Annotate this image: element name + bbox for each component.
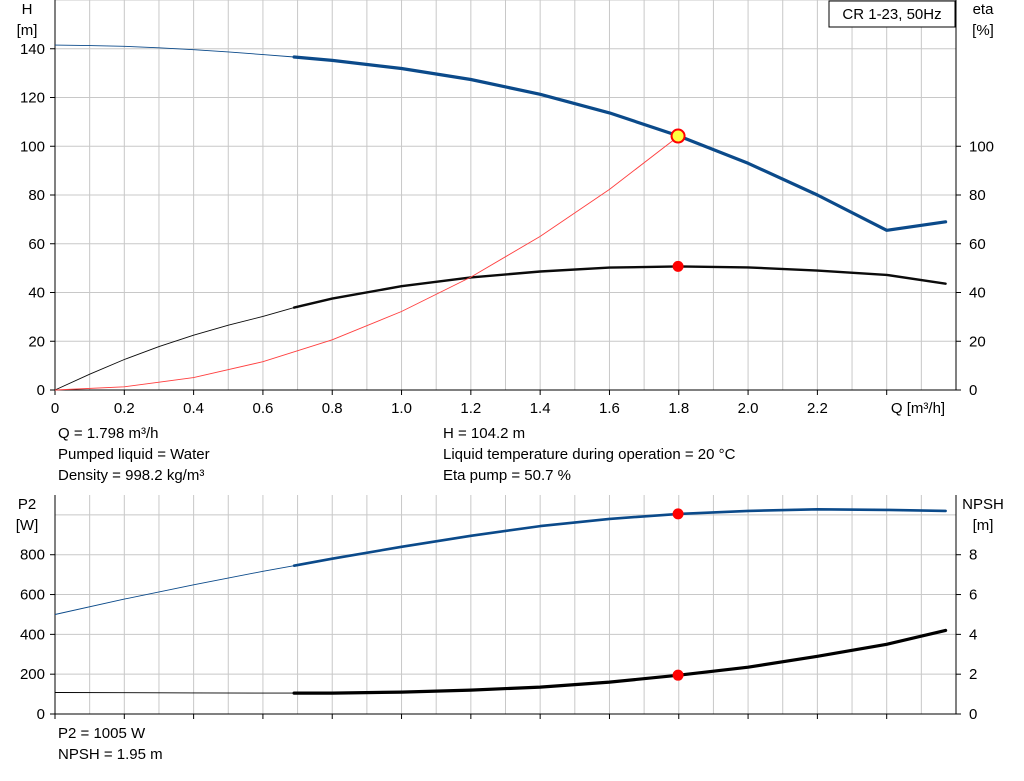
pumped-liquid-readout: Pumped liquid = Water xyxy=(58,446,210,463)
y-tick-label-left: 80 xyxy=(28,187,45,204)
system-curve-curve-extended xyxy=(54,135,680,391)
y-tick-label-right: 20 xyxy=(969,333,986,350)
y-axis-title-right: eta xyxy=(973,1,995,18)
npsh-curve xyxy=(292,628,948,695)
eta-curve-extended xyxy=(54,307,295,391)
y-tick-label-left: 20 xyxy=(28,333,45,350)
y-axis-title-right: NPSH xyxy=(962,496,1004,513)
y-axis-title-left: H xyxy=(22,1,33,18)
eta-pump-readout: Eta pump = 50.7 % xyxy=(443,467,571,484)
x-tick-label: 1.0 xyxy=(391,400,412,417)
npsh-readout: NPSH = 1.95 m xyxy=(58,746,163,763)
head-readout: H = 104.2 m xyxy=(443,425,526,442)
h-curve-extended xyxy=(54,44,295,58)
x-tick-label: 0 xyxy=(51,400,59,417)
y-tick-label-left: 800 xyxy=(20,547,45,564)
x-tick-label: 1.2 xyxy=(460,400,481,417)
y-tick-label-right: 0 xyxy=(969,706,977,723)
flow-readout: Q = 1.798 m³/h xyxy=(58,425,159,442)
y-axis-unit-left: [m] xyxy=(17,22,38,39)
y-tick-label-right: 40 xyxy=(969,285,986,302)
x-tick-label: 1.4 xyxy=(530,400,551,417)
p2-curve-extended xyxy=(54,565,295,615)
duty-point-p2 xyxy=(672,508,684,520)
x-tick-label: 1.6 xyxy=(599,400,620,417)
x-tick-label: 0.2 xyxy=(114,400,135,417)
y-tick-label-left: 0 xyxy=(37,706,45,723)
y-tick-label-left: 60 xyxy=(28,236,45,253)
y-tick-label-right: 60 xyxy=(969,236,986,253)
x-tick-label: 0.4 xyxy=(183,400,204,417)
y-tick-label-right: 100 xyxy=(969,138,994,155)
x-tick-label: 0.6 xyxy=(252,400,273,417)
x-tick-label: 1.8 xyxy=(668,400,689,417)
y-tick-label-right: 0 xyxy=(969,382,977,399)
y-tick-label-left: 120 xyxy=(20,90,45,107)
x-tick-label: 2.0 xyxy=(738,400,759,417)
duty-point-eta xyxy=(672,260,684,272)
y-tick-label-right: 2 xyxy=(969,666,977,683)
y-axis-unit-left: [W] xyxy=(16,517,39,534)
p2-readout: P2 = 1005 W xyxy=(58,725,146,742)
p2-curve xyxy=(292,508,947,567)
y-axis-unit-right: [%] xyxy=(972,22,994,39)
y-tick-label-left: 100 xyxy=(20,138,45,155)
y-axis-title-left: P2 xyxy=(18,496,36,513)
y-tick-label-right: 80 xyxy=(969,187,986,204)
x-axis-label: Q [m³/h] xyxy=(891,400,945,417)
chart-title: CR 1-23, 50Hz xyxy=(842,6,941,23)
y-tick-label-right: 6 xyxy=(969,587,977,604)
duty-point-npsh xyxy=(672,669,684,681)
y-tick-label-left: 600 xyxy=(20,587,45,604)
npsh-curve-extended xyxy=(54,692,295,694)
liquid-temperature-readout: Liquid temperature during operation = 20… xyxy=(443,446,736,463)
y-tick-label-right: 8 xyxy=(969,547,977,564)
x-tick-label: 2.2 xyxy=(807,400,828,417)
y-tick-label-right: 4 xyxy=(969,626,977,643)
y-tick-label-left: 200 xyxy=(20,666,45,683)
duty-point-h xyxy=(670,128,686,144)
y-tick-label-left: 140 xyxy=(20,41,45,58)
y-tick-label-left: 40 xyxy=(28,285,45,302)
y-axis-unit-right: [m] xyxy=(973,517,994,534)
eta-curve xyxy=(292,265,947,309)
y-tick-label-left: 0 xyxy=(37,382,45,399)
density-readout: Density = 998.2 kg/m³ xyxy=(58,467,205,484)
y-tick-label-left: 400 xyxy=(20,626,45,643)
chart-title-box xyxy=(828,0,956,28)
h-curve xyxy=(292,55,948,232)
x-tick-label: 0.8 xyxy=(322,400,343,417)
